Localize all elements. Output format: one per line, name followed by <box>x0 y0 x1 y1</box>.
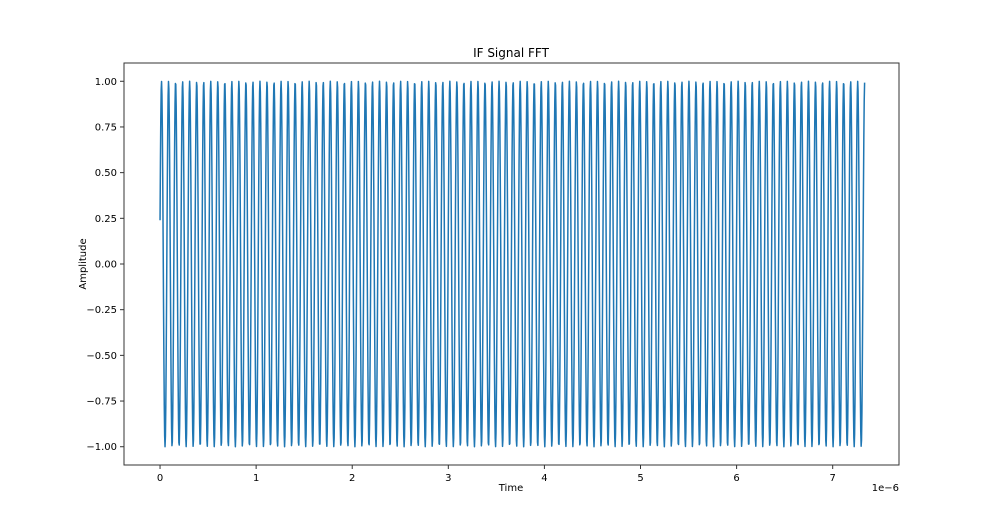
x-axis-offset-label: 1e−6 <box>872 483 899 494</box>
x-tick-label: 7 <box>830 473 836 484</box>
x-tick-label: 5 <box>637 473 643 484</box>
x-tick-label: 6 <box>733 473 739 484</box>
y-tick-label: 0.25 <box>95 214 117 225</box>
y-axis-label: Amplitude <box>78 238 89 289</box>
y-tick-label: 0.00 <box>95 260 117 271</box>
x-tick-label: 2 <box>349 473 355 484</box>
y-tick-label: −0.50 <box>86 351 117 362</box>
x-axis-ticks: 0 1 2 3 4 5 6 7 <box>157 465 836 484</box>
y-tick-label: 1.00 <box>95 77 117 88</box>
signal-path <box>159 80 866 448</box>
chart-title: IF Signal FFT <box>473 46 550 60</box>
y-tick-label: −0.75 <box>86 397 117 408</box>
y-tick-label: 0.50 <box>95 168 117 179</box>
y-tick-label: 0.75 <box>95 122 117 133</box>
y-tick-label: −0.25 <box>86 305 117 316</box>
y-axis-ticks: 1.00 0.75 0.50 0.25 0.00 −0.25 −0.50 −0.75 −1.00 <box>86 77 124 453</box>
x-tick-label: 4 <box>541 473 547 484</box>
signal-line <box>159 80 866 448</box>
y-tick-label: −1.00 <box>86 442 117 453</box>
x-tick-label: 1 <box>253 473 259 484</box>
x-tick-label: 0 <box>157 473 163 484</box>
x-tick-label: 3 <box>445 473 451 484</box>
x-axis-label: Time <box>498 483 523 494</box>
